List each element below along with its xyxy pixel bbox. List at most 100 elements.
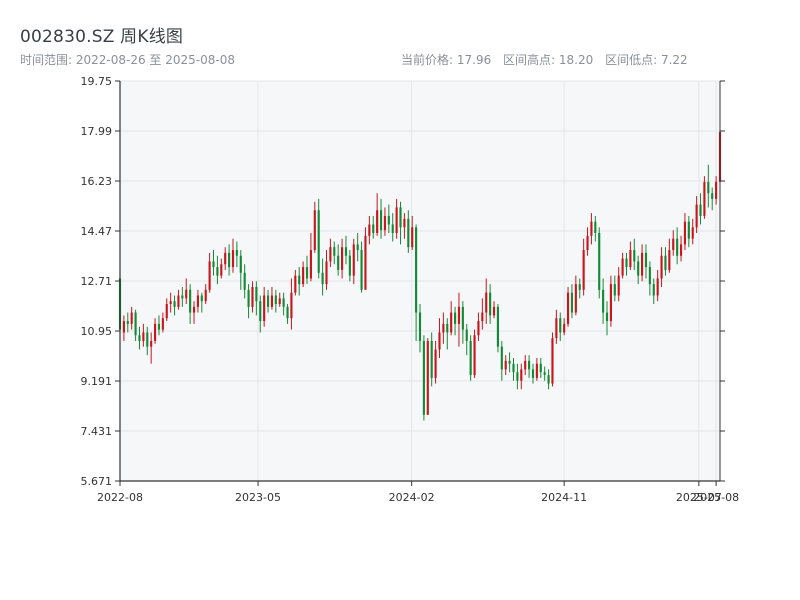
candle-up: [204, 284, 207, 305]
candle-up: [220, 258, 223, 279]
axes: [115, 80, 725, 486]
candle-down: [181, 286, 184, 307]
candle-up: [395, 198, 398, 239]
candle-body: [126, 321, 129, 324]
range-low-label: 区间低点: 7.22: [605, 53, 688, 67]
candle-body: [602, 289, 605, 313]
candle-body: [652, 284, 655, 296]
candle-up: [641, 244, 644, 282]
candle-body: [266, 295, 270, 307]
candle-down: [344, 235, 348, 265]
candle-body: [609, 284, 612, 322]
candle-up: [208, 252, 211, 293]
candle-body: [329, 247, 332, 262]
candle-body: [192, 306, 196, 313]
candle-up: [683, 213, 687, 251]
candle-body: [711, 193, 714, 199]
candle-up: [426, 338, 429, 415]
candle-down: [259, 295, 262, 333]
y-tick-label: 19.75: [81, 75, 113, 88]
candle-down: [157, 315, 161, 336]
candle-body: [270, 295, 274, 307]
candle-body: [181, 295, 184, 299]
candle-body: [383, 215, 387, 231]
candle-body: [387, 215, 390, 225]
candle-body: [337, 255, 340, 270]
candle-up: [224, 247, 227, 270]
candle-down: [508, 352, 511, 373]
candle-down: [282, 292, 285, 316]
x-tick-label: 2024-11: [541, 491, 587, 504]
candle-down: [547, 369, 550, 390]
candle-body: [656, 278, 659, 296]
candle-body: [613, 284, 616, 296]
candle-up: [130, 306, 133, 330]
candle-body: [625, 258, 628, 268]
candle-down: [570, 284, 574, 319]
candle-body: [341, 247, 344, 270]
candle-body: [169, 301, 172, 305]
candle-up: [290, 278, 293, 330]
candle-down: [489, 284, 492, 324]
price-summary: 当前价格: 17.96 区间高点: 18.20 区间低点: 7.22: [401, 51, 696, 68]
candle-down: [333, 241, 336, 265]
candle-body: [204, 289, 207, 302]
candle-down: [126, 312, 129, 333]
candle-body: [185, 289, 188, 299]
candle-up: [376, 193, 379, 236]
candle-body: [679, 244, 683, 256]
tick-labels: 5.671 7.431 9.191 10.95 12.71 14.47 16.23 17.99…: [81, 75, 740, 504]
candle-up: [535, 358, 538, 381]
candle-down: [243, 264, 246, 299]
candle-body: [399, 207, 402, 228]
candle-up: [329, 238, 332, 268]
candle-body: [555, 318, 558, 339]
candle-body: [235, 250, 238, 256]
candle-body: [543, 372, 546, 376]
candle-down: [430, 332, 433, 387]
candle-down: [391, 213, 394, 242]
candle-up: [302, 261, 305, 287]
candle-body: [407, 218, 410, 248]
candle-up: [504, 355, 507, 376]
candle-body: [282, 298, 285, 307]
candle-body: [251, 286, 254, 307]
candle-body: [348, 255, 351, 276]
candle-body: [629, 250, 632, 268]
candle-up: [668, 238, 671, 273]
candle-up: [251, 281, 254, 313]
y-tick-label: 14.47: [81, 225, 113, 238]
candle-down: [189, 284, 192, 324]
candle-body: [134, 312, 137, 336]
candle-body: [157, 323, 161, 330]
candle-body: [582, 250, 585, 290]
candle-up: [679, 235, 683, 262]
candle-down: [531, 363, 535, 384]
candle-body: [566, 292, 570, 324]
date-range-label: 时间范围: 2022-08-26 至 2025-08-08: [20, 53, 235, 67]
candle-up: [582, 238, 585, 296]
candle-body: [676, 238, 679, 256]
candle-body: [426, 340, 429, 415]
candle-body: [539, 363, 542, 373]
candle-up: [715, 176, 718, 205]
candle-body: [489, 292, 492, 316]
candle-body: [290, 292, 293, 319]
candle-body: [333, 247, 336, 256]
candle-body: [531, 369, 535, 378]
candle-up: [555, 309, 558, 344]
y-tick-label: 5.671: [81, 475, 113, 488]
candle-up: [383, 207, 387, 236]
candle-body: [360, 250, 363, 290]
candle-down: [286, 304, 289, 324]
candle-body: [286, 306, 289, 319]
candle-body: [586, 235, 589, 251]
candle-up: [551, 332, 554, 387]
candle-body: [699, 204, 702, 216]
candle-up: [695, 196, 698, 233]
candle-down: [266, 289, 270, 313]
candle-down: [212, 250, 215, 276]
candle-up: [278, 292, 281, 307]
candle-down: [711, 187, 714, 211]
candle-up: [177, 289, 180, 310]
